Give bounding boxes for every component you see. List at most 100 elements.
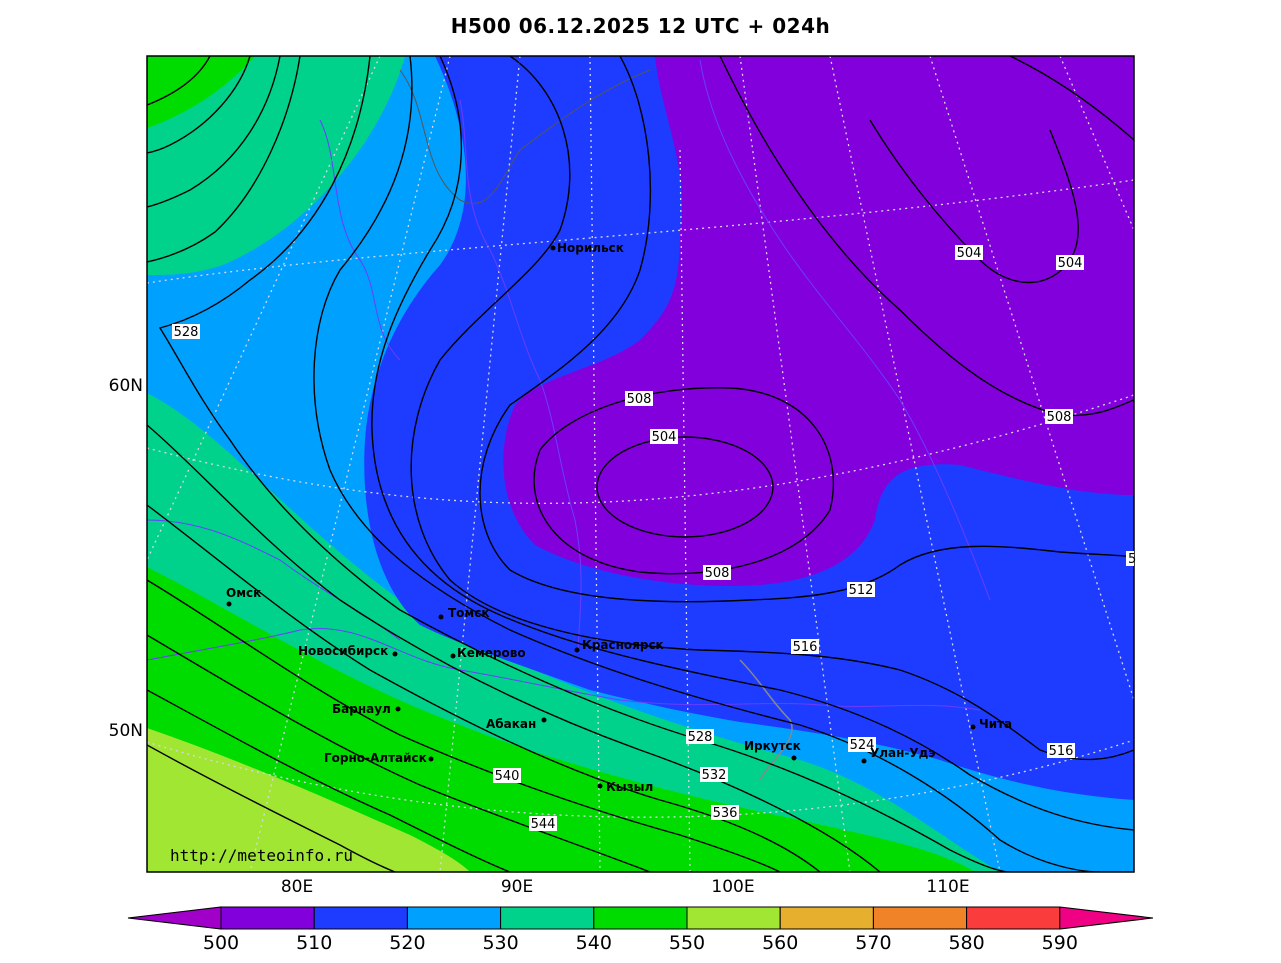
contour-label: 504	[955, 245, 983, 261]
svg-text:Красноярск: Красноярск	[582, 638, 664, 652]
lon-label-90e: 90E	[501, 877, 533, 897]
contour-536-nw	[147, 56, 281, 208]
colorbar-tick-label: 530	[482, 932, 518, 954]
svg-text:Новосибирск: Новосибирск	[298, 644, 388, 658]
colorbar-bin	[872, 906, 968, 930]
svg-text:Томск: Томск	[448, 606, 490, 620]
city-krasnoyarsk: Красноярск	[574, 638, 664, 653]
colorbar-tick-label: 520	[389, 932, 425, 954]
contour-label: 516	[1047, 743, 1075, 759]
contour-540-nw	[147, 56, 251, 154]
contour-label: 512	[847, 582, 875, 598]
band-540-550-s	[147, 567, 975, 872]
svg-text:528: 528	[688, 730, 713, 745]
colorbar-bin	[313, 906, 408, 930]
contour-520	[371, 56, 1134, 831]
contour-label: 544	[529, 816, 557, 832]
svg-text:508: 508	[705, 566, 730, 581]
colorbar-bin	[220, 906, 315, 930]
svg-text:536: 536	[713, 806, 738, 821]
city-novosibirsk: Новосибирск	[298, 644, 398, 658]
colorbar-bin	[779, 906, 874, 930]
contour-label: 508	[703, 565, 731, 581]
svg-text:524: 524	[850, 738, 875, 753]
plot-frame	[146, 55, 1135, 873]
contour-label: 5	[1126, 551, 1136, 567]
contour-label: 524	[848, 737, 876, 753]
coastline	[399, 69, 651, 205]
svg-text:Барнаул: Барнаул	[332, 702, 391, 716]
contour-540	[147, 579, 781, 872]
graticule-lon-120	[1059, 56, 1134, 231]
lon-label-100e: 100E	[711, 877, 754, 897]
contour-label: 536	[711, 805, 739, 821]
svg-text:Кызыл: Кызыл	[606, 780, 653, 794]
svg-text:512: 512	[849, 583, 874, 598]
svg-text:544: 544	[531, 817, 556, 832]
filled-contours	[147, 56, 1134, 872]
svg-text:508: 508	[627, 392, 652, 407]
contour-512	[479, 56, 1134, 603]
contour-label: 540	[493, 768, 521, 784]
contour-label: 516	[791, 639, 819, 655]
contour-label: 508	[1045, 409, 1073, 425]
city-gorno-altaysk: Горно-Алтайск	[324, 751, 434, 765]
city-barnaul: Барнаул	[332, 702, 401, 716]
graticule-lon-90	[439, 56, 521, 872]
lake-baikal	[739, 659, 793, 781]
svg-text:516: 516	[1049, 744, 1074, 759]
city-irkutsk: Иркутск	[744, 739, 801, 761]
colorbar-tick-label: 510	[296, 932, 332, 954]
svg-text:Улан-Удэ: Улан-Удэ	[870, 746, 935, 760]
svg-text:504: 504	[1058, 256, 1083, 271]
colorbar-tick-label: 560	[762, 932, 798, 954]
colorbar-extend-low	[127, 906, 222, 930]
cities: Норильск Омск Томск Новосибирск Кемерово…	[226, 241, 1012, 794]
contour-lines	[147, 56, 1134, 872]
graticule-lon-100	[679, 149, 691, 872]
svg-text:508: 508	[1047, 410, 1072, 425]
contour-544-nw	[147, 56, 211, 106]
contour-532-nw	[147, 56, 301, 263]
graticule	[147, 56, 1134, 872]
contour-labels: 528 504 504 508 504 508 508 512 516 516 …	[172, 245, 1136, 832]
contour-label: 528	[686, 729, 714, 745]
colorbar-bin	[966, 906, 1061, 930]
svg-text:Абакан: Абакан	[486, 717, 536, 731]
colorbar-tick-label: 550	[669, 932, 705, 954]
contour-504-low	[596, 436, 774, 538]
colorbar-bin	[406, 906, 502, 930]
graticule-lon-110	[829, 56, 1001, 872]
contour-532	[147, 424, 881, 872]
svg-text:Кемерово: Кемерово	[457, 646, 526, 660]
band-550-nw	[147, 56, 255, 128]
colorbar-tick-label: 590	[1042, 932, 1078, 954]
contour-508-ne	[719, 56, 1134, 417]
band-550-560-s	[147, 728, 470, 872]
contour-552	[147, 744, 396, 872]
colorbar-tick-label: 500	[203, 932, 239, 954]
contour-label: 504	[1056, 255, 1084, 271]
svg-text:504: 504	[957, 246, 982, 261]
graticule-lon-70	[147, 56, 381, 561]
city-kyzyl: Кызыл	[597, 780, 653, 794]
map-title: H500 06.12.2025 12 UTC + 024h	[450, 14, 831, 38]
svg-text:528: 528	[174, 325, 199, 340]
lat-label-50n: 50N	[109, 721, 143, 741]
contour-508-low	[533, 387, 835, 575]
graticule-lon-115	[929, 56, 1134, 701]
credit-url: http://meteoinfo.ru	[170, 846, 353, 865]
contour-516	[410, 56, 1134, 761]
river-ob	[319, 119, 401, 361]
colorbar-extend-high	[1059, 906, 1154, 930]
colorbar-tick-label: 580	[948, 932, 984, 954]
svg-text:Норильск: Норильск	[557, 241, 624, 255]
colorbar: 500 510 520 530 540 550 560 570 580 590	[127, 906, 1154, 954]
svg-text:Омск: Омск	[226, 586, 261, 600]
svg-text:Чита: Чита	[979, 717, 1012, 731]
band-500-510	[503, 56, 1134, 586]
colorbar-tick-label: 540	[576, 932, 612, 954]
graticule-lat-60	[147, 394, 1134, 504]
graticule-lon-95	[589, 56, 601, 872]
contour-504-corner	[1009, 56, 1134, 141]
